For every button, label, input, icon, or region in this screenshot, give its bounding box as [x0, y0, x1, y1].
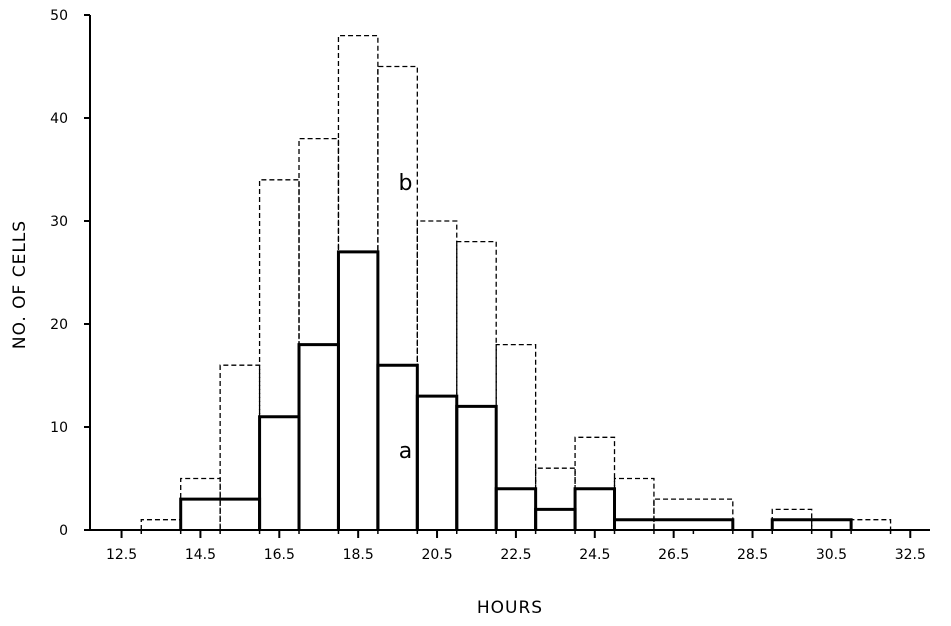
axes: [89, 15, 930, 531]
histogram-bin-b-11: [574, 436, 616, 530]
histogram-bin-b-4: [298, 137, 340, 530]
histogram-bin-b-8: [456, 240, 497, 530]
x-tick-label: 26.5: [658, 547, 689, 563]
histogram-bin-b-12: [613, 477, 655, 530]
y-axis-ticks: 0 10 20 30 40 50: [50, 8, 90, 539]
histogram-bin-b-5: [337, 34, 379, 530]
histogram-bin-a-2: [297, 343, 340, 530]
x-tick-label: 30.5: [816, 547, 847, 563]
histogram-bin-b-7: [416, 220, 458, 530]
x-tick-label: 14.5: [185, 547, 216, 563]
histogram-bin-a-11: [770, 518, 853, 530]
histogram-bin-a-5: [415, 394, 459, 530]
histogram-bin-a-7: [494, 487, 538, 530]
x-tick-label: 12.5: [106, 547, 137, 563]
x-tick-label: 16.5: [264, 547, 295, 563]
y-tick-label: 50: [50, 8, 68, 24]
histogram-bin-a-3: [336, 250, 380, 530]
histogram-bin-b-10: [534, 467, 576, 530]
y-tick-label: 0: [59, 523, 68, 539]
y-tick-label: 10: [50, 420, 68, 436]
histogram-bin-a-9: [573, 487, 617, 530]
y-tick-label: 30: [50, 214, 68, 230]
histogram-bin-a-10: [613, 518, 735, 530]
histogram-bin-b-1: [180, 477, 221, 530]
y-tick-label: 20: [50, 317, 68, 333]
series-annotations: ba: [399, 171, 413, 464]
histogram-bin-b-3: [258, 179, 300, 530]
y-axis-title: NO. OF CELLS: [10, 220, 30, 349]
x-axis-ticks: 12.5 14.5 16.5 18.5 20.5 22.5 24.5 26.5 28.5 30.5…: [106, 530, 926, 563]
x-tick-label: 18.5: [343, 547, 374, 563]
histogram-bin-b-6: [377, 65, 418, 530]
series-a-solid-histogram: [179, 250, 853, 530]
histogram-bin-b-2: [219, 364, 261, 530]
series-b-dashed-histogram: [140, 34, 892, 530]
y-tick-label: 40: [50, 111, 68, 127]
histogram-bin-a-8: [534, 507, 577, 530]
x-tick-label: 32.5: [895, 547, 926, 563]
series-label-b: b: [399, 171, 413, 196]
histogram-bin-b-0: [140, 519, 182, 530]
x-tick-label: 28.5: [737, 547, 768, 563]
histogram-bin-b-13: [653, 498, 734, 530]
histogram-bin-a-1: [258, 415, 301, 530]
x-tick-label: 24.5: [579, 547, 610, 563]
x-axis-title: HOURS: [477, 598, 543, 618]
histogram-bin-a-6: [455, 404, 498, 530]
x-tick-label: 22.5: [500, 547, 531, 563]
histogram-bin-b-9: [495, 343, 537, 530]
series-label-a: a: [399, 439, 412, 464]
x-tick-label: 20.5: [421, 547, 452, 563]
